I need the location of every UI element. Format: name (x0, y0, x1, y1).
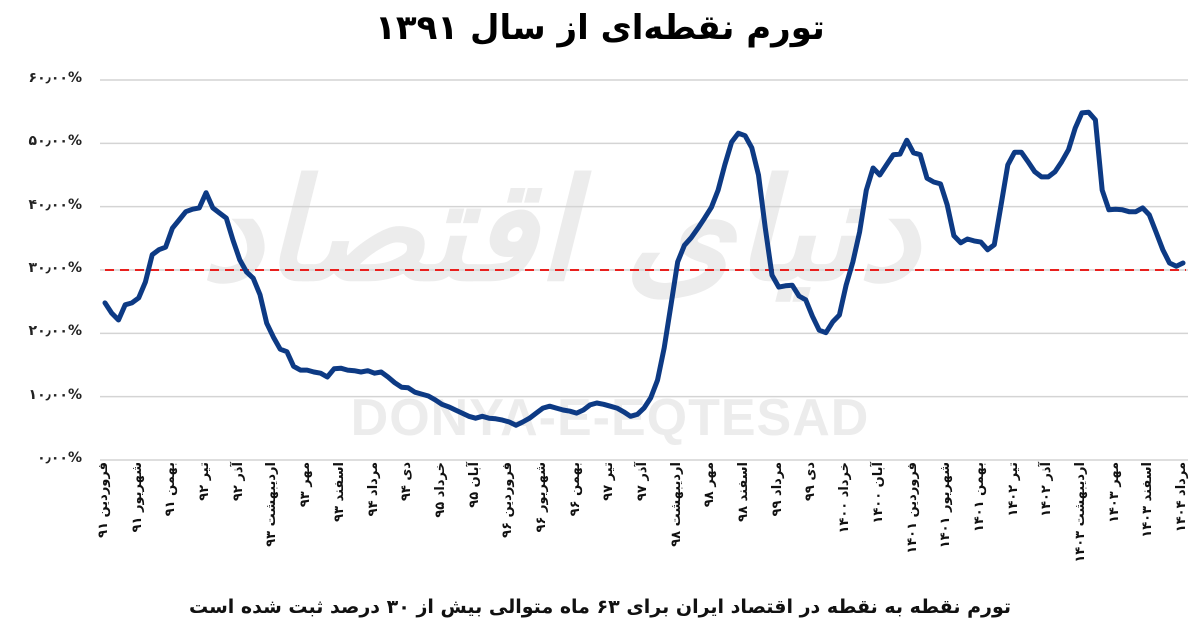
watermark-persian: دنیای اقتصاد (200, 150, 920, 313)
x-tick-label: مرداد ۹۴ (365, 462, 381, 517)
inflation-line (102, 109, 1186, 428)
y-tick-label: ۴۰٫۰۰% (28, 196, 82, 213)
x-tick-label: آذر ۹۲ (230, 462, 246, 502)
x-tick-label: دی ۹۴ (399, 462, 415, 501)
x-tick-label: خرداد ۱۴۰۰ (837, 462, 853, 534)
chart-caption: تورم نقطه به نقطه در اقتصاد ایران برای ۶… (188, 596, 1012, 618)
x-tick-label: آبان ۱۴۰۰ (870, 462, 886, 524)
x-tick-label: فروردین ۹۶ (500, 462, 516, 538)
x-tick-label: شهریور ۹۱ (129, 462, 145, 533)
gridlines (100, 79, 1188, 461)
y-tick-label: ۵۰٫۰۰% (28, 133, 82, 150)
x-tick-label: مرداد ۱۴۰۴ (1174, 462, 1189, 533)
x-tick-label: مهر ۹۸ (702, 462, 718, 508)
x-tick-label: مهر ۹۳ (298, 462, 314, 508)
x-tick-label: بهمن ۱۴۰۱ (971, 462, 987, 533)
x-tick-label: اردیبهشت ۹۸ (668, 462, 684, 547)
x-tick-label: بهمن ۹۶ (567, 462, 583, 517)
x-tick-label: شهریور ۹۶ (533, 462, 549, 533)
x-tick-label: آذر ۱۴۰۲ (1039, 462, 1055, 517)
x-tick-label: شهریور ۱۴۰۱ (938, 462, 954, 549)
y-tick-label: ۱۰٫۰۰% (28, 386, 82, 403)
y-tick-label: ۳۰٫۰۰% (28, 260, 82, 276)
x-tick-label: اردیبهشت ۱۴۰۳ (1072, 462, 1088, 563)
x-tick-label: اسفند ۹۸ (736, 462, 752, 522)
x-tick-label: خرداد ۹۵ (432, 462, 448, 518)
x-tick-label: آذر ۹۷ (635, 462, 650, 502)
x-tick-label: مهر ۱۴۰۳ (1106, 462, 1122, 523)
x-tick-label: اردیبهشت ۹۳ (264, 462, 280, 547)
y-tick-label: ۲۰٫۰۰% (28, 323, 82, 340)
x-tick-label: دی ۹۹ (803, 462, 819, 501)
x-tick-label: آبان ۹۵ (466, 462, 482, 508)
y-tick-label: ۰٫۰۰% (37, 450, 82, 466)
x-tick-label: تیر ۹۲ (197, 462, 213, 501)
chart-title: تورم نقطه‌ای از سال ۱۳۹۱ (375, 8, 825, 48)
x-tick-label: بهمن ۹۱ (163, 462, 179, 517)
x-tick-label: تیر ۹۷ (601, 462, 617, 501)
x-tick-label: تیر ۱۴۰۲ (1005, 462, 1021, 517)
x-tick-label: اسفند ۹۳ (331, 462, 347, 522)
y-tick-label: ۶۰٫۰۰% (28, 70, 82, 86)
x-tick-label: مرداد ۹۹ (769, 462, 785, 517)
x-tick-label: اسفند ۱۴۰۳ (1140, 462, 1156, 538)
x-tick-label: فروردین ۹۱ (96, 462, 111, 538)
x-tick-label: فروردین ۱۴۰۱ (904, 462, 920, 554)
